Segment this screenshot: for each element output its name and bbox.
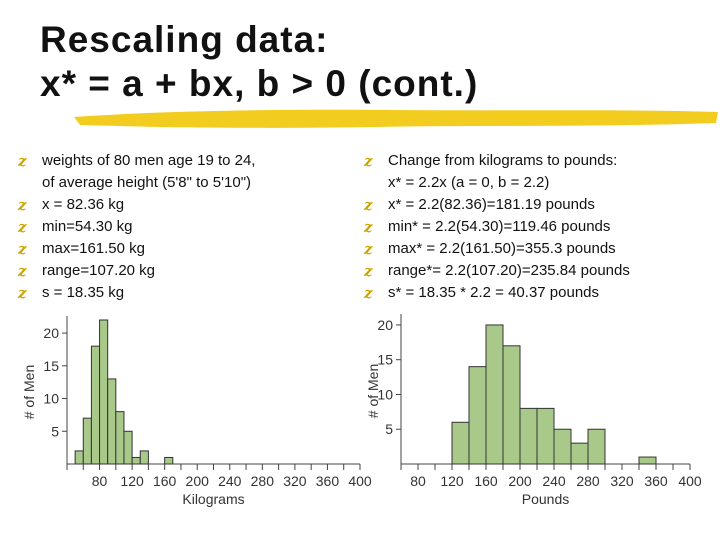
right-bullet-item-text: range*= 2.2(107.20)=235.84 pounds xyxy=(388,262,630,279)
y-tick-label: 20 xyxy=(43,325,59,341)
z-bullet-icon: z xyxy=(18,240,27,258)
slide-title: Rescaling data: x* = a + bx, b > 0 (cont… xyxy=(40,18,478,106)
z-bullet-icon: z xyxy=(364,284,373,302)
histogram-bar xyxy=(553,428,572,465)
slide-title-line-2: x* = a + bx, b > 0 (cont.) xyxy=(40,63,479,104)
z-bullet-icon: z xyxy=(364,196,373,214)
x-tick-label: 360 xyxy=(644,473,668,489)
right-bullet-item: z Change from kilograms to pounds: x* = 2.… xyxy=(364,150,714,194)
right-bullet-item-text: Change from kilograms to pounds: xyxy=(388,152,618,169)
y-tick-label: 10 xyxy=(43,391,59,407)
z-bullet-icon: z xyxy=(364,240,373,258)
x-tick-label: 160 xyxy=(474,473,498,489)
x-tick-label: 80 xyxy=(92,473,108,489)
histogram-bar xyxy=(536,407,555,465)
z-bullet-icon: z xyxy=(18,262,27,280)
histogram-bar xyxy=(570,442,589,465)
right-bullet-item: z min* = 2.2(54.30)=119.46 pounds xyxy=(364,216,714,238)
pounds-histogram: 5 10 15 20 80 120 160 200 240 280 320 360 400 Pounds #… xyxy=(365,314,702,507)
y-axis-title: # of Men xyxy=(21,365,37,419)
left-bullet-item: z min=54.30 kg xyxy=(18,216,348,238)
y-tick-label: 15 xyxy=(377,352,393,368)
histogram-bar xyxy=(451,421,470,465)
right-bullet-item: z s* = 18.35 * 2.2 = 40.37 pounds xyxy=(364,282,714,304)
histogram-bar xyxy=(485,324,504,465)
x-tick-label: 240 xyxy=(218,473,242,489)
x-tick-label: 240 xyxy=(542,473,566,489)
histogram-bar xyxy=(82,417,92,465)
y-tick-label: 10 xyxy=(377,386,393,402)
histogram-bar xyxy=(587,428,606,465)
x-tick-label: 200 xyxy=(186,473,210,489)
x-tick-label: 120 xyxy=(120,473,144,489)
y-tick-label: 20 xyxy=(377,317,393,333)
histogram-bar xyxy=(90,345,101,465)
left-bullet-item-text: x = 82.36 kg xyxy=(42,196,125,213)
histogram-bar xyxy=(139,450,149,465)
y-tick-label: 5 xyxy=(385,421,393,437)
z-bullet-icon: z xyxy=(364,262,373,280)
right-bullet-item: z range*= 2.2(107.20)=235.84 pounds xyxy=(364,260,714,282)
left-bullet-item: z range=107.20 kg xyxy=(18,260,348,282)
right-bullet-item-text: s* = 18.35 * 2.2 = 40.37 pounds xyxy=(388,284,600,301)
histogram-bar xyxy=(115,411,125,465)
x-tick-label: 160 xyxy=(153,473,177,489)
left-bullet-list: z weights of 80 men age 19 to 24, of avera… xyxy=(18,150,348,304)
histogram-bar xyxy=(74,450,84,465)
right-bullet-item: z max* = 2.2(161.50)=355.3 pounds xyxy=(364,238,714,260)
x-axis-title: Kilograms xyxy=(182,491,244,507)
left-bullet-item-text: weights of 80 men age 19 to 24, xyxy=(42,152,256,169)
histogram-bar xyxy=(99,319,109,465)
left-bullet-item-text: max=161.50 kg xyxy=(42,240,145,257)
x-tick-label: 320 xyxy=(610,473,634,489)
slide-title-line-1: Rescaling data: xyxy=(40,19,329,60)
x-tick-label: 200 xyxy=(508,473,532,489)
histogram-bar xyxy=(164,456,174,465)
histogram-bar xyxy=(107,378,117,465)
y-axis-title: # of Men xyxy=(365,364,381,418)
z-bullet-icon: z xyxy=(18,152,27,170)
right-bullet-item: z x* = 2.2(82.36)=181.19 pounds xyxy=(364,194,714,216)
y-tick-label: 15 xyxy=(43,358,59,374)
right-bullet-item-subtext: x* = 2.2x (a = 0, b = 2.2) xyxy=(388,174,550,191)
highlight-brush-stroke xyxy=(74,109,718,128)
histogram-bar xyxy=(502,345,521,465)
histogram-bar xyxy=(468,366,487,465)
z-bullet-icon: z xyxy=(364,218,373,236)
kilograms-histogram: 5 10 15 20 80 120 160 200 240 280 320 360 400 Kilogra… xyxy=(21,316,372,507)
x-axis-title: Pounds xyxy=(522,491,569,507)
histogram-bar xyxy=(638,456,657,465)
z-bullet-icon: z xyxy=(18,196,27,214)
z-bullet-icon: z xyxy=(18,284,27,302)
histogram-bar xyxy=(519,407,538,465)
right-bullet-item-text: x* = 2.2(82.36)=181.19 pounds xyxy=(388,196,595,213)
x-tick-label: 280 xyxy=(576,473,600,489)
left-bullet-item: z max=161.50 kg xyxy=(18,238,348,260)
x-tick-label: 400 xyxy=(678,473,702,489)
left-bullet-item: z weights of 80 men age 19 to 24, of avera… xyxy=(18,150,348,194)
left-bullet-item-text: range=107.20 kg xyxy=(42,262,156,279)
left-bullet-item: z x = 82.36 kg xyxy=(18,194,348,216)
x-tick-label: 120 xyxy=(440,473,464,489)
left-bullet-item-text: min=54.30 kg xyxy=(42,218,133,235)
x-tick-label: 400 xyxy=(348,473,372,489)
histogram-bar xyxy=(123,430,133,465)
z-bullet-icon: z xyxy=(18,218,27,236)
right-bullet-list: z Change from kilograms to pounds: x* = 2.… xyxy=(364,150,714,304)
left-bullet-item: z s = 18.35 kg xyxy=(18,282,348,304)
z-bullet-icon: z xyxy=(364,152,373,170)
x-tick-label: 80 xyxy=(410,473,426,489)
x-tick-label: 280 xyxy=(251,473,275,489)
right-bullet-item-text: min* = 2.2(54.30)=119.46 pounds xyxy=(388,218,611,235)
x-tick-label: 360 xyxy=(316,473,340,489)
left-bullet-item-text: s = 18.35 kg xyxy=(42,284,125,301)
right-bullet-item-text: max* = 2.2(161.50)=355.3 pounds xyxy=(388,240,616,257)
y-tick-label: 5 xyxy=(51,423,59,439)
histogram-bar xyxy=(131,456,141,465)
x-tick-label: 320 xyxy=(283,473,307,489)
left-bullet-item-subtext: of average height (5'8" to 5'10") xyxy=(42,174,252,191)
